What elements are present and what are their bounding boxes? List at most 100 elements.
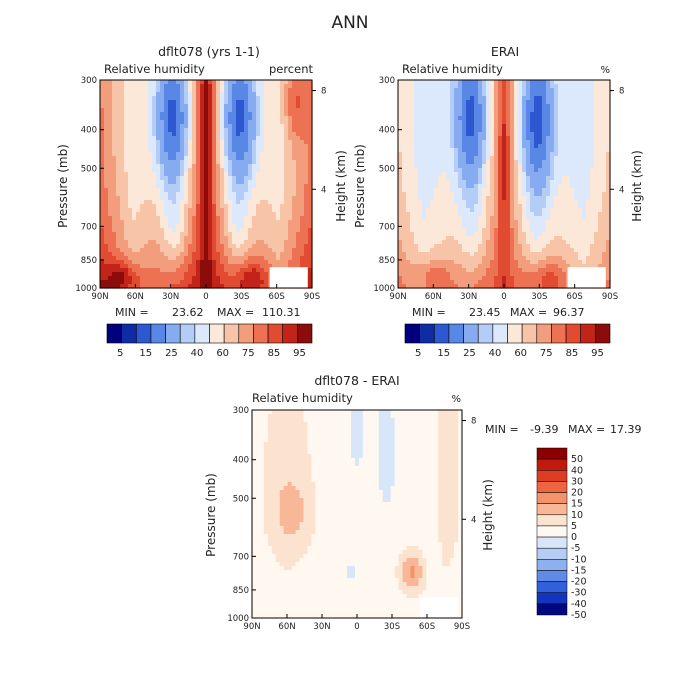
contour-cell xyxy=(200,252,205,257)
contour-cell xyxy=(538,188,543,193)
contour-cell xyxy=(172,232,177,237)
contour-cell xyxy=(184,96,189,101)
contour-cell xyxy=(510,132,515,137)
contour-cell xyxy=(188,80,193,85)
contour-cell xyxy=(288,180,293,185)
contour-cell xyxy=(176,140,181,145)
contour-cell xyxy=(308,84,313,89)
contour-cell xyxy=(132,168,137,173)
contour-cell xyxy=(124,280,129,285)
contour-cell xyxy=(204,156,209,161)
contour-cell xyxy=(602,88,607,93)
contour-cell xyxy=(510,156,515,161)
contour-cell xyxy=(248,252,253,257)
contour-cell xyxy=(304,220,309,225)
contour-cell xyxy=(458,212,463,217)
contour-cell xyxy=(554,100,559,105)
contour-cell xyxy=(518,88,523,93)
contour-cell xyxy=(530,236,535,241)
contour-cell xyxy=(156,268,161,273)
contour-cell xyxy=(418,104,423,109)
contour-cell xyxy=(566,148,571,153)
contour-cell xyxy=(578,200,583,205)
contour-cell xyxy=(434,236,439,241)
contour-cell xyxy=(558,164,563,169)
contour-cell xyxy=(304,144,309,149)
contour-cell xyxy=(478,144,483,149)
y-tick-label: 500 xyxy=(81,164,97,174)
contour-cell xyxy=(200,192,205,197)
contour-cell xyxy=(232,148,237,153)
contour-cell xyxy=(260,224,265,229)
contour-cell xyxy=(566,160,571,165)
contour-cell xyxy=(192,140,197,145)
contour-cell xyxy=(454,232,459,237)
contour-cell xyxy=(220,164,225,169)
contour-cell xyxy=(574,180,579,185)
contour-cell xyxy=(518,224,523,229)
contour-cell xyxy=(140,176,145,181)
contour-cell xyxy=(224,128,229,133)
contour-cell xyxy=(486,196,491,201)
contour-cell xyxy=(474,132,479,137)
contour-cell xyxy=(136,104,141,109)
contour-cell xyxy=(542,172,547,177)
contour-cell xyxy=(244,100,249,105)
contour-cell xyxy=(248,276,253,281)
contour-cell xyxy=(304,200,309,205)
contour-cell xyxy=(252,220,257,225)
contour-cell xyxy=(200,260,205,265)
contour-cell xyxy=(108,196,113,201)
contour-cell xyxy=(128,116,133,121)
contour-cell xyxy=(172,200,177,205)
contour-cell xyxy=(446,224,451,229)
contour-cell xyxy=(554,140,559,145)
contour-cell xyxy=(474,228,479,233)
contour-cell xyxy=(434,196,439,201)
contour-cell xyxy=(192,224,197,229)
contour-cell xyxy=(458,136,463,141)
contour-cell xyxy=(454,100,459,105)
contour-cell xyxy=(252,132,257,137)
contour-cell xyxy=(606,156,611,161)
contour-cell xyxy=(124,200,129,205)
contour-cell xyxy=(410,156,415,161)
contour-cell xyxy=(300,164,305,169)
colorbar-box xyxy=(209,323,225,344)
contour-cell xyxy=(506,96,511,101)
contour-cell xyxy=(268,224,273,229)
contour-cell xyxy=(430,196,435,201)
contour-cell xyxy=(236,100,241,105)
contour-cell xyxy=(486,220,491,225)
contour-cell xyxy=(168,232,173,237)
contour-cell xyxy=(268,136,273,141)
contour-cell xyxy=(450,144,455,149)
contour-cell xyxy=(566,140,571,145)
contour-cell xyxy=(410,184,415,189)
contour-cell xyxy=(232,88,237,93)
contour-cell xyxy=(108,92,113,97)
contour-cell xyxy=(510,148,515,153)
contour-cell xyxy=(140,216,145,221)
contour-cell xyxy=(450,196,455,201)
contour-cell xyxy=(124,284,129,289)
contour-cell xyxy=(168,140,173,145)
contour-cell xyxy=(204,188,209,193)
contour-cell xyxy=(172,272,177,277)
contour-cell xyxy=(434,228,439,233)
contour-cell xyxy=(558,148,563,153)
contour-cell xyxy=(244,104,249,109)
contour-cell xyxy=(506,176,511,181)
contour-cell xyxy=(100,176,105,181)
contour-cell xyxy=(228,148,233,153)
contour-cell xyxy=(438,160,443,165)
contour-cell xyxy=(578,172,583,177)
height-axis-label: Height (km) xyxy=(334,150,348,221)
contour-cell xyxy=(224,212,229,217)
contour-cell xyxy=(228,184,233,189)
contour-cell xyxy=(228,168,233,173)
contour-cell xyxy=(418,116,423,121)
contour-field xyxy=(100,80,313,289)
contour-cell xyxy=(446,208,451,213)
contour-cell xyxy=(200,172,205,177)
